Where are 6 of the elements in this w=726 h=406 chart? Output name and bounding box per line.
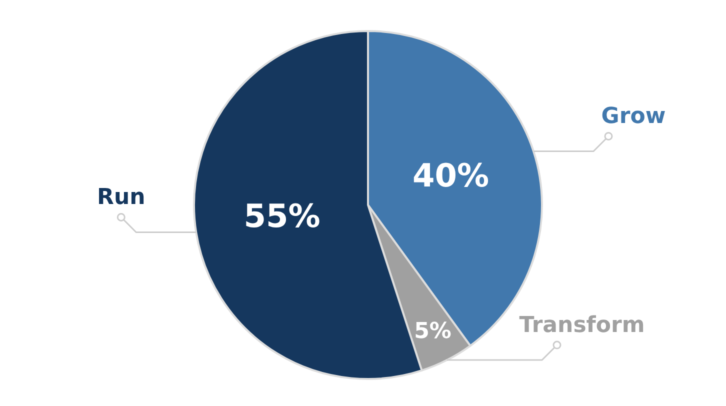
slice-label: Grow — [601, 104, 666, 129]
data-label: 55% — [244, 196, 320, 235]
data-label: 5% — [414, 318, 452, 344]
slice-label: Run — [97, 184, 146, 210]
data-label: 40% — [412, 156, 490, 194]
slice-label: Transform — [519, 312, 645, 338]
